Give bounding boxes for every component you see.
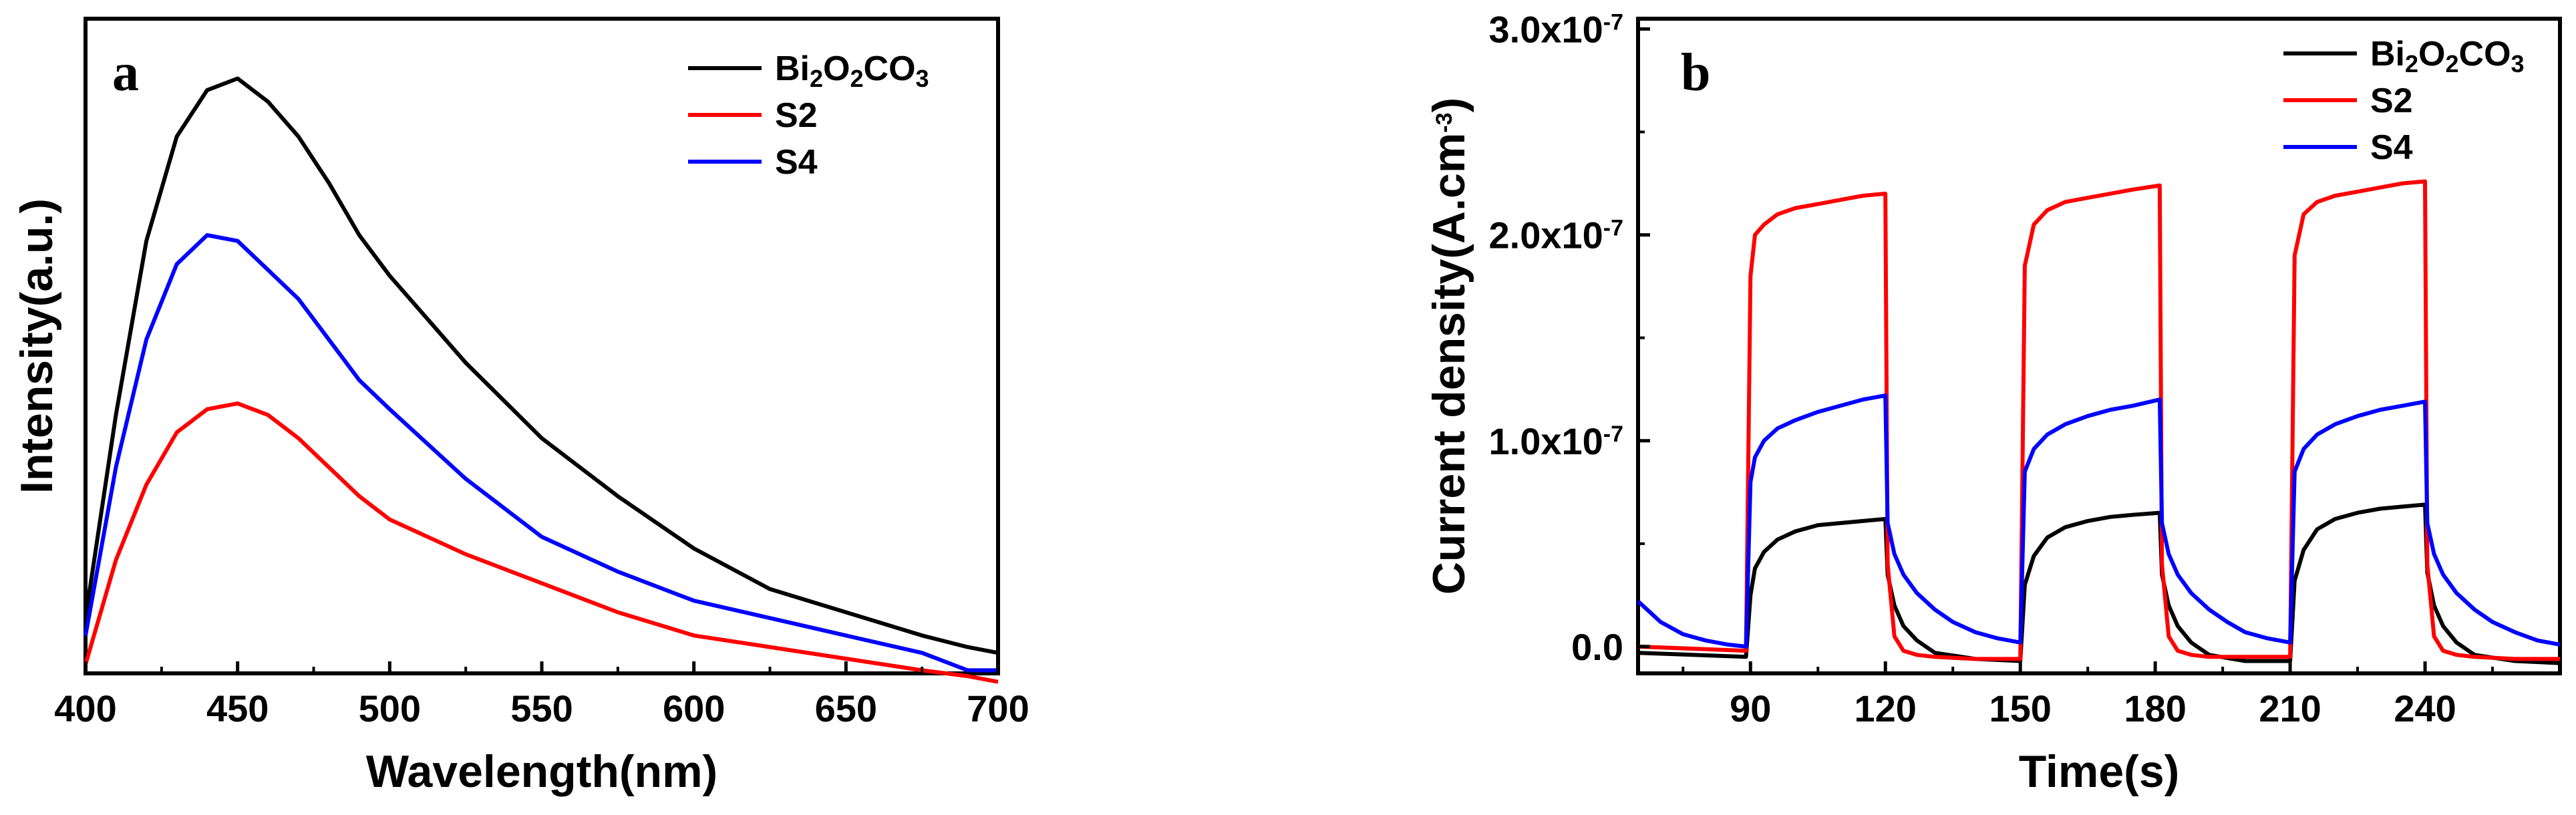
panel-a-legend-label-1: S2 xyxy=(775,96,818,135)
panel-a-x-tick-label: 450 xyxy=(206,687,269,729)
panel-b-x-tick-label: 180 xyxy=(2124,687,2186,729)
panel-a-x-tick-label: 600 xyxy=(663,687,725,729)
panel-b-y-ticks: 0.0 1.0x10-7 2.0x10-7 3.0x10-7 xyxy=(1488,8,1650,668)
panel-b-x-tick-label: 240 xyxy=(2394,687,2456,729)
panel-a-x-tick-label: 550 xyxy=(510,687,573,729)
panel-b-series-line-2 xyxy=(1636,393,2561,649)
panel-a-x-ticks: 400 450 500 550 600 650 700 xyxy=(54,661,1029,729)
panel-b-x-tick-label: 120 xyxy=(1855,687,1917,729)
panel-b-x-axis-title: Time(s) xyxy=(2019,746,2180,797)
panel-a-letter: a xyxy=(112,43,139,102)
panel-a-x-axis-title: Wavelength(nm) xyxy=(366,746,717,797)
panel-b-y-tick-label: 0.0 xyxy=(1571,626,1623,668)
panel-b-series-lines xyxy=(1636,179,2561,665)
panel-b-chart: 90 120 150 180 210 240 0.0 1.0x10-7 2.0x10-7 3.0… xyxy=(1424,8,2562,797)
panel-b-x-tick-label: 90 xyxy=(1730,687,1771,729)
panel-a-legend-label-2: S4 xyxy=(775,143,818,182)
panel-a-plot-frame xyxy=(84,17,1000,675)
panel-a-legend: Bi2O2CO3 S2 S4 xyxy=(688,49,929,182)
panel-b-series-line-0 xyxy=(1637,502,2561,665)
panel-a-legend-label-0: Bi2O2CO3 xyxy=(775,49,929,92)
panel-a-x-tick-label: 650 xyxy=(815,687,877,729)
panel-a-series-line-2 xyxy=(84,233,998,673)
panel-a-x-tick-label: 700 xyxy=(967,687,1029,729)
panel-b-legend-label-1: S2 xyxy=(2370,82,2413,120)
panel-a-x-tick-label: 500 xyxy=(359,687,421,729)
panel-b-legend: Bi2O2CO3 S2 S4 xyxy=(2283,35,2525,167)
panel-a-series-line-1 xyxy=(84,401,999,684)
panel-b-legend-label-2: S4 xyxy=(2370,128,2413,167)
panel-b-x-tick-label: 150 xyxy=(1989,687,2051,729)
panel-a-series-line-0 xyxy=(84,76,999,655)
panel-b-plot-frame xyxy=(1636,17,2562,675)
panel-b-letter: b xyxy=(1681,43,1711,102)
panel-b-y-tick-label: 2.0x10-7 xyxy=(1488,214,1623,257)
panel-b-y-tick-label: 3.0x10-7 xyxy=(1488,8,1623,50)
panel-b-legend-label-0: Bi2O2CO3 xyxy=(2370,35,2525,77)
panel-b-y-axis-title: Current density(A.cm-3) xyxy=(1424,98,1474,595)
panel-a-x-tick-label: 400 xyxy=(54,687,116,729)
panel-a-series-lines xyxy=(84,76,999,684)
panel-b-x-ticks: 90 120 150 180 210 240 xyxy=(1681,661,2494,729)
panel-a-chart: 400 450 500 550 600 650 700 a Wavelength(nm) I… xyxy=(11,17,1029,797)
panel-b-y-tick-label: 1.0x10-7 xyxy=(1488,420,1623,462)
panel-b-series-line-1 xyxy=(1637,179,2560,661)
panel-a-y-axis-title: Intensity(a.u.) xyxy=(11,198,62,494)
panel-b-x-tick-label: 210 xyxy=(2259,687,2321,729)
